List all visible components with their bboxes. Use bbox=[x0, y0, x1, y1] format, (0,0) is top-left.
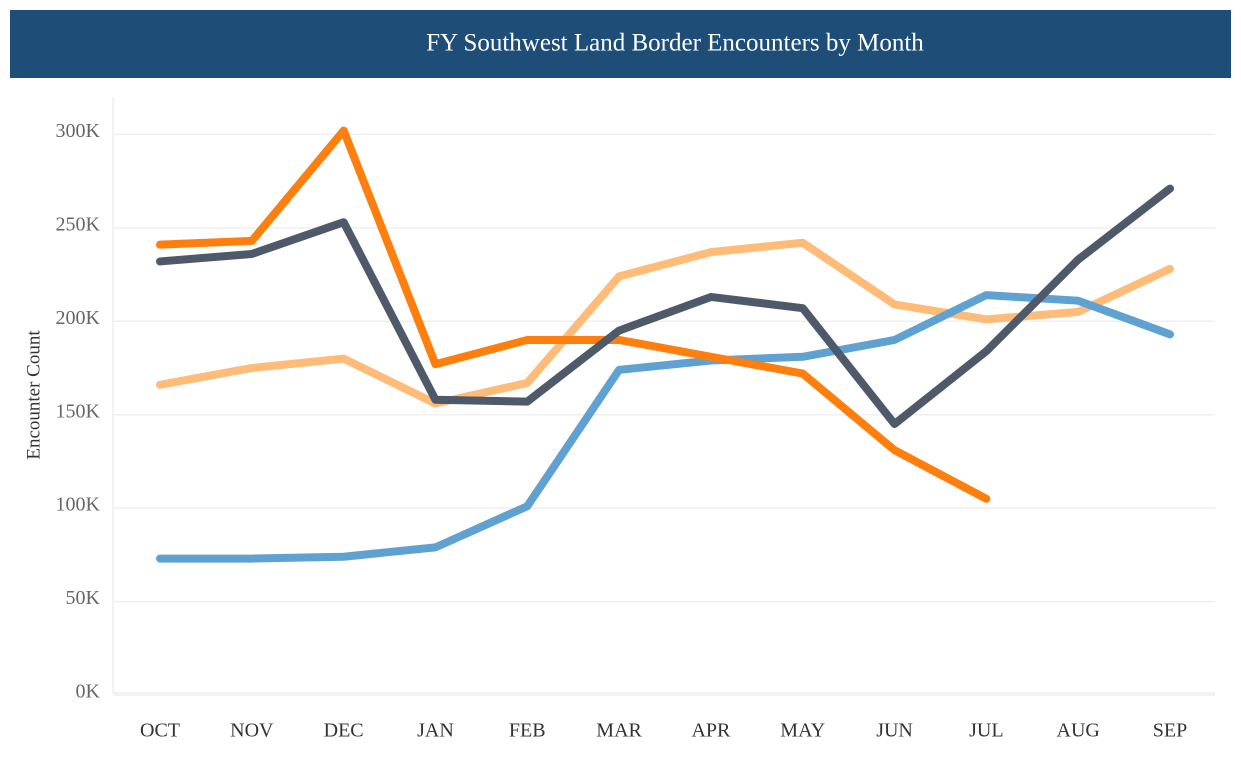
chart-title: FY Southwest Land Border Encounters by M… bbox=[426, 30, 924, 57]
x-tick-label: MAR bbox=[596, 720, 642, 742]
series-line bbox=[156, 184, 1174, 429]
series-line bbox=[156, 238, 1174, 408]
x-tick-label: OCT bbox=[140, 720, 180, 742]
y-tick-label: 200K bbox=[56, 307, 101, 329]
x-tick-label: DEC bbox=[324, 720, 364, 742]
x-tick-label: MAY bbox=[780, 720, 825, 742]
y-tick-label: 250K bbox=[56, 213, 101, 235]
x-tick-label: JUN bbox=[876, 720, 913, 742]
x-tick-label: NOV bbox=[230, 720, 274, 742]
x-tick-label: SEP bbox=[1153, 720, 1187, 742]
y-tick-label: 50K bbox=[66, 587, 101, 609]
x-tick-label: JAN bbox=[417, 720, 454, 742]
y-tick-label: 150K bbox=[56, 400, 101, 422]
x-tick-label: APR bbox=[691, 720, 731, 742]
x-tick-label: FEB bbox=[509, 720, 546, 742]
y-tick-label: 100K bbox=[56, 494, 101, 516]
y-tick-label: 0K bbox=[76, 681, 101, 703]
x-tick-label: AUG bbox=[1057, 720, 1100, 742]
title-bar bbox=[10, 10, 1231, 78]
series-line bbox=[156, 291, 1174, 563]
x-tick-label: JUL bbox=[969, 720, 1003, 742]
y-axis-label: Encounter Count bbox=[23, 330, 44, 460]
y-tick-label: 300K bbox=[56, 120, 101, 142]
series-line bbox=[156, 126, 991, 503]
